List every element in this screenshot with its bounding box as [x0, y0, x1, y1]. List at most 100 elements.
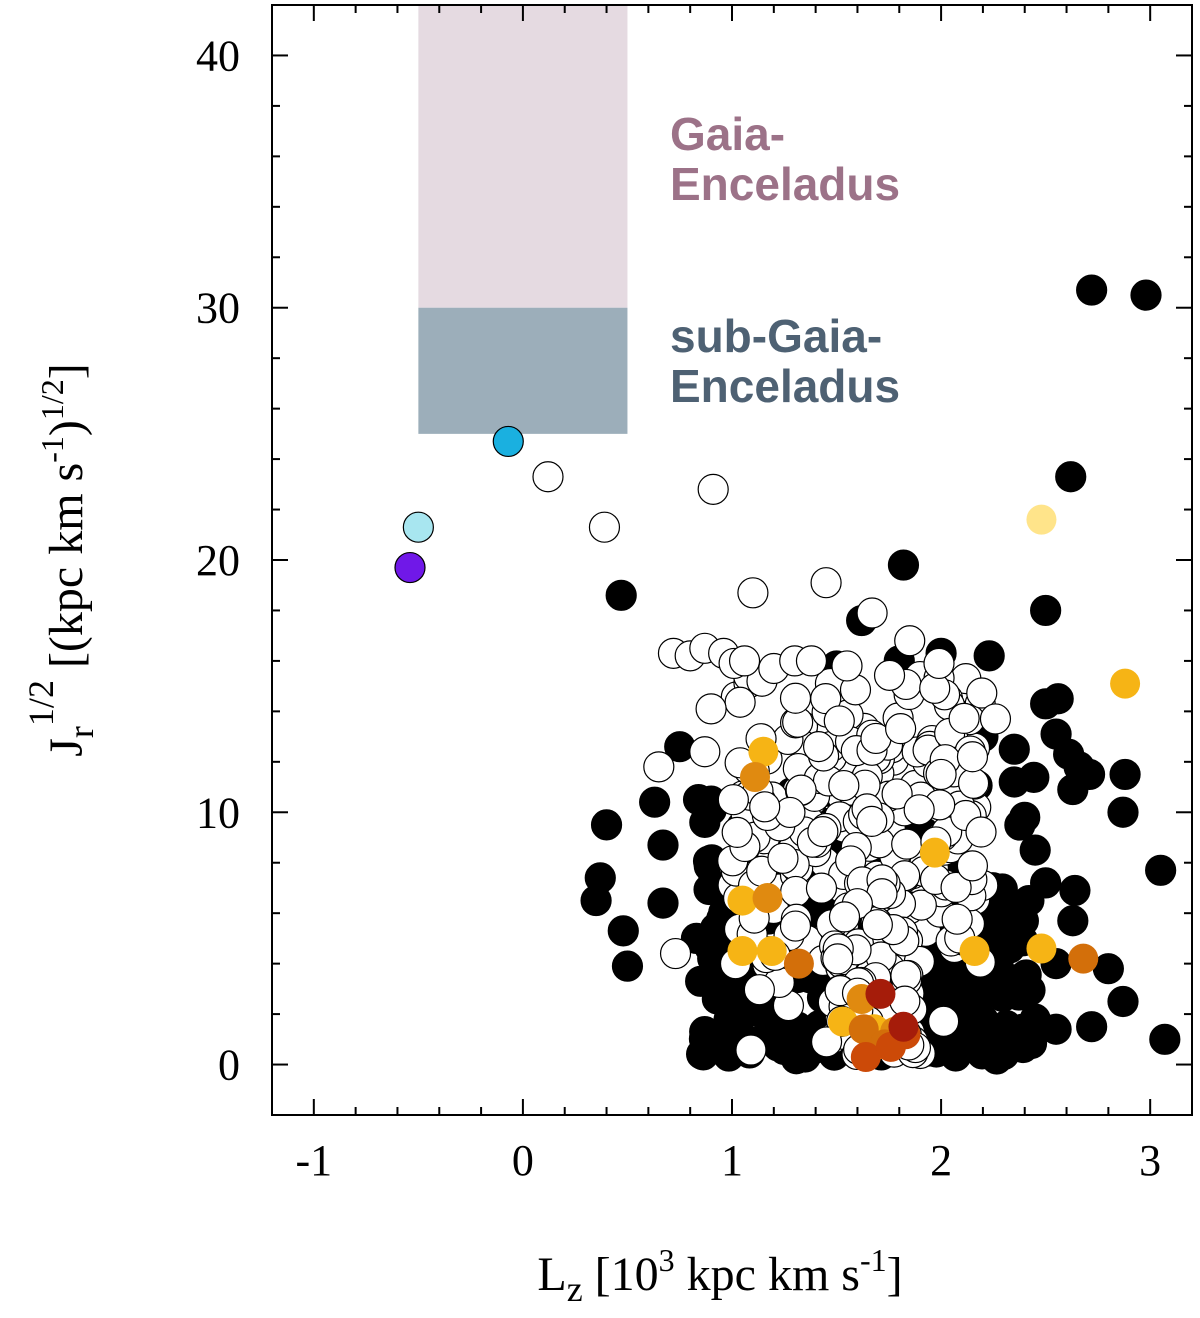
cluster-white-point — [856, 805, 888, 837]
cluster-white-point — [948, 702, 980, 734]
black-point — [988, 1038, 1020, 1071]
dark-orange-point — [783, 948, 814, 979]
white-point — [689, 736, 721, 768]
cluster-white-point — [749, 791, 781, 823]
cluster-black-point — [994, 932, 1026, 964]
gold-point — [727, 885, 758, 916]
cluster-white-point — [779, 910, 812, 942]
region-label-gaia-line: Gaia- — [670, 108, 785, 160]
white-point — [588, 511, 621, 543]
cluster-white-point — [767, 842, 799, 874]
black-point — [1059, 874, 1091, 907]
cluster-white-point — [828, 901, 861, 933]
cluster-black-point — [689, 1035, 722, 1068]
black-point — [1042, 683, 1074, 715]
cluster-white-point — [873, 659, 906, 691]
black-point — [1149, 1023, 1181, 1055]
gold-point — [727, 936, 758, 967]
regions-layer — [418, 5, 628, 434]
cluster-white-point — [965, 816, 997, 848]
black-point — [1130, 279, 1162, 311]
orange-point — [740, 761, 770, 792]
x-axis-label: Lz [103 kpc km s-1] — [537, 1242, 902, 1309]
black-point — [647, 887, 679, 919]
black-point — [887, 549, 920, 581]
gold-point — [748, 736, 779, 767]
orange-point — [752, 883, 783, 914]
red-orange-point — [850, 1041, 881, 1072]
y-tick-label: 40 — [196, 31, 240, 80]
region-label-sub-gaia-line: Enceladus — [670, 360, 900, 412]
light-cyan-point — [402, 511, 434, 543]
region-label-sub-gaia-line: sub-Gaia- — [670, 310, 882, 362]
cluster-white-point — [823, 705, 855, 737]
cluster-white-point — [885, 713, 917, 745]
y-tick-label: 10 — [196, 788, 240, 837]
cluster-white-point — [810, 1026, 843, 1058]
cluster-black-point — [1014, 974, 1046, 1006]
dark-red-point — [865, 978, 896, 1009]
y-tick-label: 20 — [196, 536, 240, 585]
x-tick-label: -1 — [295, 1136, 332, 1185]
cluster-black-point — [964, 982, 996, 1014]
violet-point — [394, 551, 426, 584]
black-point — [639, 786, 671, 818]
cyan-point — [492, 425, 524, 458]
white-point — [737, 577, 769, 609]
y-axis-label: Jr1/2 [(kpc km s-1)1/2] — [21, 363, 101, 757]
black-point — [973, 640, 1005, 672]
x-tick-label: 2 — [930, 1136, 952, 1185]
cluster-white-point — [807, 815, 839, 848]
black-point — [998, 766, 1030, 798]
x-tick-label: 3 — [1139, 1136, 1161, 1185]
black-point — [590, 809, 623, 841]
cluster-white-point — [743, 974, 775, 1006]
y-tick-label: 30 — [196, 284, 240, 333]
white-point — [923, 647, 955, 680]
region-gaia-enceladus — [418, 5, 628, 308]
cluster-white-point — [735, 1034, 767, 1066]
x-tick-label: 0 — [512, 1136, 534, 1185]
pale-yellow-point — [1026, 504, 1057, 535]
cluster-white-point — [966, 677, 998, 709]
white-point — [810, 567, 842, 599]
dark-orange-point — [1068, 943, 1099, 974]
dark-orange-point — [848, 1014, 879, 1045]
cluster-white-point — [891, 828, 923, 860]
white-point — [979, 703, 1012, 735]
black-point — [1019, 834, 1051, 866]
white-point — [795, 645, 828, 677]
gold-point — [919, 837, 950, 868]
cluster-white-point — [940, 871, 972, 903]
white-point — [643, 751, 675, 783]
white-point — [532, 461, 564, 493]
cluster-white-point — [780, 875, 812, 908]
black-point — [689, 806, 721, 838]
black-point — [1040, 1013, 1072, 1045]
white-point — [856, 597, 888, 629]
black-point — [1030, 594, 1062, 627]
white-point — [697, 473, 729, 505]
black-point — [611, 950, 644, 982]
white-point — [956, 741, 989, 773]
black-point — [1055, 461, 1087, 493]
gold-point — [1110, 668, 1141, 699]
black-point — [1107, 985, 1139, 1018]
white-point — [925, 758, 957, 791]
region-label-gaia-line: Enceladus — [670, 158, 900, 210]
black-point — [607, 915, 639, 947]
black-point — [1076, 274, 1108, 306]
cluster-white-point — [779, 682, 812, 714]
cluster-white-point — [941, 903, 973, 935]
cluster-white-point — [861, 909, 893, 941]
black-point — [1057, 905, 1089, 937]
gold-point — [756, 936, 787, 967]
y-tick-label: 0 — [218, 1041, 240, 1090]
black-point — [1107, 796, 1139, 828]
x-tick-label: 1 — [721, 1136, 743, 1185]
cluster-white-point — [928, 1005, 960, 1037]
white-point — [728, 645, 761, 677]
dark-red-point — [888, 1011, 919, 1042]
black-point — [580, 884, 612, 917]
